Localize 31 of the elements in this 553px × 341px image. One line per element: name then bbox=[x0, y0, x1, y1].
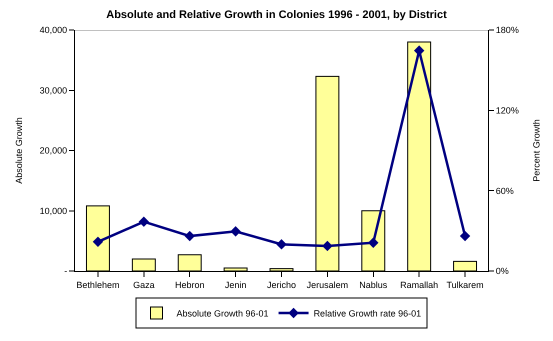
point bbox=[92, 236, 104, 248]
y2-tick-label: 60% bbox=[496, 186, 514, 196]
point bbox=[184, 230, 195, 242]
y-tick-label: 20,000 bbox=[40, 146, 68, 156]
point bbox=[230, 226, 241, 237]
x-tick-label: Tulkarem bbox=[446, 280, 484, 290]
point bbox=[276, 239, 287, 250]
y-tick-label: 10,000 bbox=[40, 206, 68, 216]
x-tick-label: Gaza bbox=[133, 280, 155, 290]
y2-tick-label: 180% bbox=[496, 25, 519, 36]
x-tick-label: Nablus bbox=[359, 280, 388, 290]
y-tick-label: 30,000 bbox=[40, 85, 68, 96]
legend-label: Relative Growth rate 96-01 bbox=[314, 308, 422, 319]
x-tick-label: Jerusalem bbox=[306, 280, 348, 290]
point bbox=[460, 230, 470, 242]
x-tick-label: Bethlehem bbox=[76, 280, 120, 290]
legend-label: Absolute Growth 96-01 bbox=[176, 308, 269, 319]
point bbox=[138, 216, 150, 227]
y2-tick-label: 120% bbox=[496, 105, 519, 116]
y2-axis-title: Percent Growth bbox=[532, 119, 542, 182]
chart-title: Absolute and Relative Growth in Colonies 1996 - 2001, by District bbox=[106, 8, 448, 21]
y-tick-label: - bbox=[64, 266, 68, 276]
x-tick-label: Jenin bbox=[224, 280, 246, 290]
x-tick-label: Jericho bbox=[266, 280, 296, 290]
x-tick-label: Ramallah bbox=[400, 280, 438, 290]
y2-tick-label: 0% bbox=[496, 266, 509, 276]
x-tick-label: Hebron bbox=[174, 280, 204, 290]
y-axis-title: Absolute Growth bbox=[14, 117, 24, 184]
y-tick-label: 40,000 bbox=[40, 25, 68, 36]
point bbox=[368, 238, 378, 248]
point bbox=[322, 240, 333, 252]
